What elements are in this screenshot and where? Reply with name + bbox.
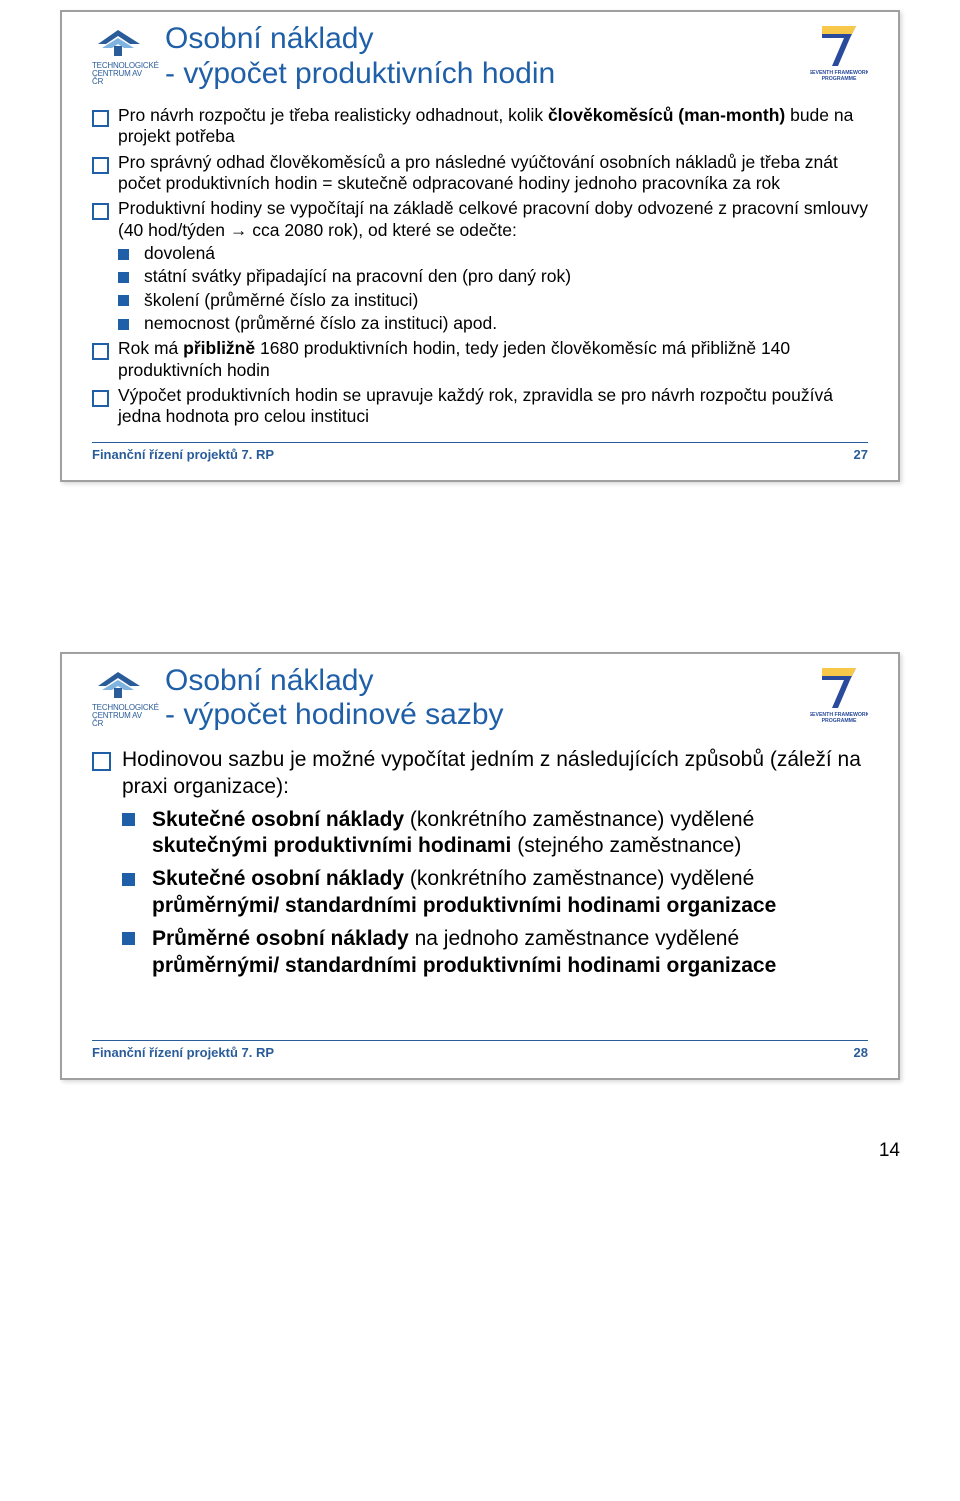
slide-2: TECHNOLOGICKÉ CENTRUM AV ČR Osobní nákla… bbox=[60, 652, 900, 1080]
sub-bullet-item: státní svátky připadající na pracovní de… bbox=[118, 266, 868, 287]
slide-2-content: Hodinovou sazbu je možné vypočítat jední… bbox=[92, 747, 868, 980]
slide-2-title-block: Osobní náklady - výpočet hodinové sazby bbox=[147, 662, 810, 733]
footer-left: Finanční řízení projektů 7. RP bbox=[92, 447, 274, 462]
slide-1-footer: Finanční řízení projektů 7. RP 27 bbox=[92, 442, 868, 462]
logo-tc-avcr: TECHNOLOGICKÉ CENTRUM AV ČR bbox=[92, 24, 147, 86]
footer-right: 27 bbox=[854, 447, 868, 462]
page-number: 14 bbox=[0, 1120, 960, 1182]
slide-1-title: Osobní náklady bbox=[165, 22, 810, 57]
slide-2-header: TECHNOLOGICKÉ CENTRUM AV ČR Osobní nákla… bbox=[92, 662, 868, 733]
logo-tc-avcr: TECHNOLOGICKÉ CENTRUM AV ČR bbox=[92, 666, 147, 728]
bullet-text: Výpočet produktivních hodin se upravuje … bbox=[118, 385, 833, 426]
bullet-item: Pro návrh rozpočtu je třeba realisticky … bbox=[92, 105, 868, 148]
sub-bullet-text: školení (průměrné číslo za instituci) bbox=[144, 290, 418, 310]
slide-2-footer: Finanční řízení projektů 7. RP 28 bbox=[92, 1040, 868, 1060]
tc-logo-icon bbox=[92, 24, 147, 60]
slide-1-content: Pro návrh rozpočtu je třeba realisticky … bbox=[92, 105, 868, 428]
bullet-item: Výpočet produktivních hodin se upravuje … bbox=[92, 385, 868, 428]
sub-bullet-item: dovolená bbox=[118, 243, 868, 264]
slide-1-header: TECHNOLOGICKÉ CENTRUM AV ČR Osobní nákla… bbox=[92, 20, 868, 91]
sub-bullet-item: nemocnost (průměrné číslo za instituci) … bbox=[118, 313, 868, 334]
bullet-item: Produktivní hodiny se vypočítají na zákl… bbox=[92, 198, 868, 334]
fp7-logo-icon: SEVENTH FRAMEWORK PROGRAMME bbox=[810, 664, 868, 724]
slide-gap bbox=[60, 482, 900, 652]
slide-1: TECHNOLOGICKÉ CENTRUM AV ČR Osobní nákla… bbox=[60, 10, 900, 482]
sub-bullet-item: Skutečné osobní náklady (konkrétního zam… bbox=[122, 807, 868, 861]
tc-logo-caption: TECHNOLOGICKÉ CENTRUM AV ČR bbox=[92, 62, 147, 86]
slide-2-bullets: Hodinovou sazbu je možné vypočítat jední… bbox=[92, 747, 868, 980]
footer-right: 28 bbox=[854, 1045, 868, 1060]
tc-caption-l2: CENTRUM AV ČR bbox=[92, 69, 142, 86]
sub-bullet-item: školení (průměrné číslo za instituci) bbox=[118, 290, 868, 311]
slide-1-bullets: Pro návrh rozpočtu je třeba realisticky … bbox=[92, 105, 868, 428]
page: TECHNOLOGICKÉ CENTRUM AV ČR Osobní nákla… bbox=[0, 0, 960, 1120]
bullet-text: Pro návrh rozpočtu je třeba realisticky … bbox=[118, 105, 853, 146]
tc-logo-caption: TECHNOLOGICKÉ CENTRUM AV ČR bbox=[92, 704, 147, 728]
tc-logo-icon bbox=[92, 666, 147, 702]
sub-bullet-text: nemocnost (průměrné číslo za instituci) … bbox=[144, 313, 497, 333]
slide-2-inner: TECHNOLOGICKÉ CENTRUM AV ČR Osobní nákla… bbox=[62, 654, 898, 1078]
sub-bullet-text: Skutečné osobní náklady (konkrétního zam… bbox=[152, 808, 754, 858]
slide-2-subtitle: - výpočet hodinové sazby bbox=[165, 698, 810, 733]
svg-text:PROGRAMME: PROGRAMME bbox=[822, 76, 857, 82]
bullet-text: Rok má přibližně 1680 produktivních hodi… bbox=[118, 338, 790, 379]
sub-bullet-text: Skutečné osobní náklady (konkrétního zam… bbox=[152, 867, 776, 917]
bullet-item: Rok má přibližně 1680 produktivních hodi… bbox=[92, 338, 868, 381]
slide-1-subtitle: - výpočet produktivních hodin bbox=[165, 57, 810, 92]
slide-1-inner: TECHNOLOGICKÉ CENTRUM AV ČR Osobní nákla… bbox=[62, 12, 898, 480]
sub-bullet-item: Průměrné osobní náklady na jednoho zaměs… bbox=[122, 926, 868, 980]
footer-left: Finanční řízení projektů 7. RP bbox=[92, 1045, 274, 1060]
logo-fp7: SEVENTH FRAMEWORK PROGRAMME bbox=[810, 664, 868, 724]
bullet-item: Hodinovou sazbu je možné vypočítat jední… bbox=[92, 747, 868, 980]
fp7-logo-icon: SEVENTH FRAMEWORK PROGRAMME bbox=[810, 22, 868, 82]
sub-bullet-text: státní svátky připadající na pracovní de… bbox=[144, 266, 571, 286]
sub-bullet-text: dovolená bbox=[144, 243, 215, 263]
logo-fp7: SEVENTH FRAMEWORK PROGRAMME bbox=[810, 22, 868, 82]
sub-bullet-text: Průměrné osobní náklady na jednoho zaměs… bbox=[152, 927, 776, 977]
sub-bullets: dovolená státní svátky připadající na pr… bbox=[118, 243, 868, 334]
bullet-text: Produktivní hodiny se vypočítají na zákl… bbox=[118, 198, 868, 239]
slide-2-title: Osobní náklady bbox=[165, 664, 810, 699]
bullet-text: Pro správný odhad člověkoměsíců a pro ná… bbox=[118, 152, 838, 193]
sub-bullets: Skutečné osobní náklady (konkrétního zam… bbox=[122, 807, 868, 980]
slide-1-title-block: Osobní náklady - výpočet produktivních h… bbox=[147, 20, 810, 91]
bullet-text: Hodinovou sazbu je možné vypočítat jední… bbox=[122, 748, 861, 798]
tc-caption-l2: CENTRUM AV ČR bbox=[92, 711, 142, 728]
bullet-item: Pro správný odhad člověkoměsíců a pro ná… bbox=[92, 152, 868, 195]
svg-text:PROGRAMME: PROGRAMME bbox=[822, 718, 857, 724]
sub-bullet-item: Skutečné osobní náklady (konkrétního zam… bbox=[122, 866, 868, 920]
